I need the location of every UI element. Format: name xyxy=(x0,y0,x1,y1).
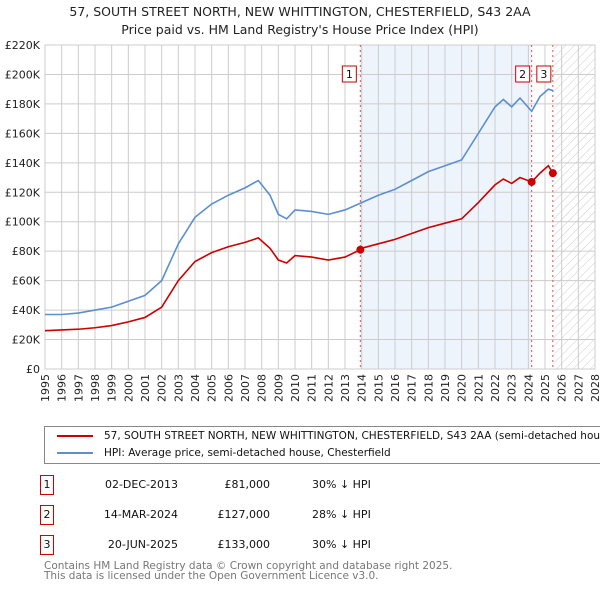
transaction-date: 20-JUN-2025 xyxy=(107,538,178,551)
y-tick-label: £20K xyxy=(12,334,41,347)
y-tick-label: £220K xyxy=(5,39,41,52)
x-tick-label: 2025 xyxy=(539,374,552,402)
transaction-badge: 3 xyxy=(40,535,54,555)
x-tick-label: 2001 xyxy=(139,374,152,402)
plot-border xyxy=(44,44,596,370)
x-tick-label: 1998 xyxy=(89,374,102,402)
transaction-hpi-diff: 30% ↓ HPI xyxy=(312,478,371,491)
x-tick-label: 2018 xyxy=(422,374,435,402)
x-tick-label: 2012 xyxy=(322,374,335,402)
transaction-date: 14-MAR-2024 xyxy=(103,508,178,521)
x-tick-label: 2023 xyxy=(506,374,519,402)
x-tick-label: 2014 xyxy=(356,374,369,402)
y-tick-label: £160K xyxy=(5,127,41,140)
legend-swatch-hpi xyxy=(57,452,93,454)
footer: Contains HM Land Registry data © Crown c… xyxy=(44,560,453,582)
y-tick-label: £0 xyxy=(26,363,40,376)
property-line xyxy=(44,164,554,332)
transaction-price: £127,000 xyxy=(217,508,271,521)
legend-swatch-property xyxy=(57,435,93,437)
y-tick-label: £140K xyxy=(5,157,41,170)
x-tick-label: 2002 xyxy=(156,374,169,402)
transaction-row: 1 02-DEC-2013 £81,000 30% ↓ HPI xyxy=(40,475,600,495)
x-tick-label: 1997 xyxy=(72,374,85,402)
x-tick-label: 2017 xyxy=(406,374,419,402)
transaction-hpi-diff: 30% ↓ HPI xyxy=(312,538,371,551)
transaction-row: 3 20-JUN-2025 £133,000 30% ↓ HPI xyxy=(40,535,600,555)
x-tick-label: 2016 xyxy=(389,374,402,402)
x-tick-label: 2021 xyxy=(472,374,485,402)
transaction-hpi-diff: 28% ↓ HPI xyxy=(312,508,371,521)
x-tick-label: 2026 xyxy=(556,374,569,402)
transaction-badge: 2 xyxy=(40,505,54,525)
footer-line-2: This data is licensed under the Open Gov… xyxy=(44,570,379,582)
transaction-badge-label: 1 xyxy=(346,68,353,81)
hpi-line xyxy=(45,88,554,316)
transaction-badge-box xyxy=(515,65,531,83)
y-tick-label: £200K xyxy=(5,68,41,81)
transaction-date: 02-DEC-2013 xyxy=(104,478,178,491)
x-tick-label: 1999 xyxy=(106,374,119,402)
transaction-price: £133,000 xyxy=(217,538,271,551)
transaction-badge-box xyxy=(341,65,357,83)
chart-title: 57, SOUTH STREET NORTH, NEW WHITTINGTON,… xyxy=(69,4,531,19)
y-tick-label: £40K xyxy=(12,304,41,317)
legend-label-hpi: HPI: Average price, semi-detached house,… xyxy=(104,447,391,459)
x-tick-label: 2027 xyxy=(572,374,585,402)
chart-subtitle: Price paid vs. HM Land Registry's House … xyxy=(121,22,479,37)
x-tick-label: 2010 xyxy=(289,374,302,402)
x-tick-label: 2000 xyxy=(122,374,135,402)
legend-label-property: 57, SOUTH STREET NORTH, NEW WHITTINGTON,… xyxy=(104,430,600,442)
x-tick-label: 2015 xyxy=(372,374,385,402)
transaction-price: £81,000 xyxy=(224,478,271,491)
ownership-shade xyxy=(360,45,532,369)
y-tick-label: £60K xyxy=(12,275,41,288)
future-hatch xyxy=(553,45,595,369)
x-tick-label: 2011 xyxy=(306,374,319,402)
x-tick-label: 2006 xyxy=(222,374,235,402)
x-tick-label: 2009 xyxy=(272,374,285,402)
transaction-point xyxy=(356,245,365,254)
x-tick-label: 2024 xyxy=(522,374,535,402)
x-tick-label: 2020 xyxy=(456,374,469,402)
x-tick-label: 2005 xyxy=(206,374,219,402)
x-tick-label: 1995 xyxy=(39,374,52,402)
x-tick-label: 2028 xyxy=(589,374,600,402)
transaction-point xyxy=(548,169,557,178)
x-tick-label: 2022 xyxy=(489,374,502,402)
x-tick-label: 1996 xyxy=(56,374,69,402)
y-tick-label: £180K xyxy=(5,98,41,111)
plot-area: 1995 1996 1997 1998 1999 2000 2001 2002 2003 2004… xyxy=(5,39,600,402)
transaction-badge-label: 3 xyxy=(540,68,547,81)
footer-line-1: Contains HM Land Registry data © Crown c… xyxy=(44,560,453,572)
x-tick-label: 2013 xyxy=(339,374,352,402)
transaction-point xyxy=(527,177,536,186)
transaction-badge-label: 2 xyxy=(519,68,526,81)
legend: 57, SOUTH STREET NORTH, NEW WHITTINGTON,… xyxy=(44,426,600,464)
x-tick-label: 2007 xyxy=(239,374,252,402)
transaction-badge: 1 xyxy=(40,475,54,495)
y-tick-label: £120K xyxy=(5,186,41,199)
x-tick-label: 2003 xyxy=(172,374,185,402)
x-tick-label: 2008 xyxy=(256,374,269,402)
x-tick-label: 2004 xyxy=(189,374,202,402)
transaction-badge-box xyxy=(536,65,552,83)
x-tick-label: 2019 xyxy=(439,374,452,402)
transaction-row: 2 14-MAR-2024 £127,000 28% ↓ HPI xyxy=(40,505,600,525)
y-tick-label: £80K xyxy=(12,245,41,258)
y-tick-label: £100K xyxy=(5,216,41,229)
